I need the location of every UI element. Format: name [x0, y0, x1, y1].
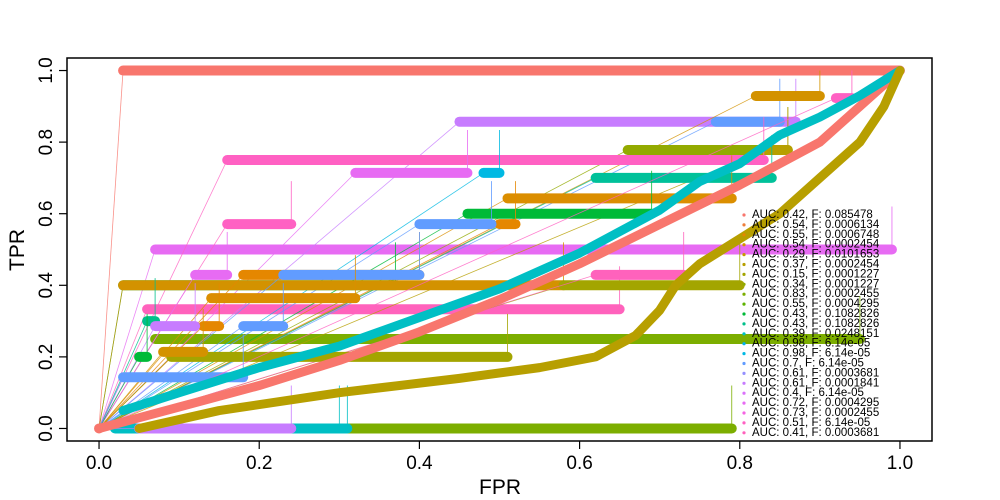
legend-label-14: AUC: 0.98, F: 6.14e-05	[752, 348, 870, 360]
legend-marker-13	[742, 342, 746, 346]
legend-marker-20	[742, 411, 746, 415]
legend-label-11: AUC: 0.43, F: 0.1082826	[752, 318, 879, 330]
legend-label-7: AUC: 0.34, F: 0.0001227	[752, 278, 879, 290]
legend-label-17: AUC: 0.61, F: 0.0001841	[752, 377, 879, 389]
roc-connector-1-0	[98, 249, 156, 429]
legend-marker-7	[742, 282, 746, 286]
x-tick-label-2: 0.4	[406, 453, 433, 474]
plot-area	[94, 65, 905, 434]
legend-label-4: AUC: 0.29, F: 0.0101653	[752, 249, 879, 261]
roc-connector-26-0	[98, 297, 212, 429]
legend-label-12: AUC: 0.39, F: 0.0248151	[752, 328, 879, 340]
y-axis-title: TPR	[6, 229, 29, 271]
x-tick-label-0: 0.0	[86, 453, 112, 474]
y-tick-label-3: 0.6	[36, 200, 57, 226]
legend-marker-1	[742, 223, 746, 227]
roc-connector-32-0	[98, 351, 164, 429]
legend-label-10: AUC: 0.43, F: 0.1082826	[752, 308, 879, 320]
roc-connector-31-0	[98, 356, 172, 429]
legend-marker-17	[742, 381, 746, 385]
legend-label-1: AUC: 0.54, F: 0.0006134	[752, 219, 880, 231]
legend-marker-11	[742, 322, 746, 326]
roc-connector-0-0	[98, 70, 124, 429]
legend-label-9: AUC: 0.55, F: 0.0004295	[752, 298, 879, 310]
legend-marker-8	[742, 292, 746, 296]
x-tick-label-3: 0.6	[566, 453, 592, 474]
legend-label-22: AUC: 0.41, F: 0.0003681	[752, 427, 879, 439]
x-tick-label-5: 1.0	[887, 453, 913, 474]
legend-marker-0	[742, 213, 746, 217]
legend-label-15: AUC: 0.7, F: 6.14e-05	[752, 358, 864, 370]
legend-marker-16	[742, 371, 746, 375]
legend-marker-22	[742, 431, 746, 435]
y-tick-label-5: 1.0	[36, 57, 57, 83]
legend-marker-14	[742, 352, 746, 356]
legend-label-20: AUC: 0.73, F: 0.0002455	[752, 407, 879, 419]
legend-label-13: AUC: 0.98, F: 6.14e-05	[752, 338, 870, 350]
y-tick-label-2: 0.4	[36, 272, 57, 299]
roc-connector-34-0	[98, 377, 124, 429]
x-axis-title: FPR	[479, 476, 521, 499]
roc-curve-37	[118, 66, 905, 416]
x-tick-label-1: 0.2	[246, 453, 272, 474]
x-tick-label-4: 0.8	[727, 453, 753, 474]
y-tick-label-0: 0.0	[36, 415, 57, 441]
legend-marker-18	[742, 391, 746, 395]
roc-connector-14-0	[98, 197, 508, 429]
legend-label-8: AUC: 0.83, F: 0.0002455	[752, 288, 879, 300]
legend-marker-5	[742, 262, 746, 267]
legend-label-3: AUC: 0.54, F: 0.0002454	[752, 239, 880, 251]
legend-marker-19	[742, 401, 746, 405]
axes: 0.0 0.2 0.4 0.6 0.8 1.0 0.0 0.2 0.4 0.6 0.8 1.0	[36, 57, 913, 474]
legend-label-5: AUC: 0.37, F: 0.0002454	[752, 259, 880, 271]
y-tick-label-4: 0.8	[36, 129, 57, 155]
roc-connector-33-0	[98, 356, 140, 429]
legend-marker-15	[742, 361, 746, 366]
legend-marker-3	[742, 243, 746, 247]
legend-marker-4	[742, 253, 746, 257]
legend-marker-9	[742, 302, 746, 306]
roc-connector-35-0	[98, 97, 837, 429]
y-tick-label-1: 0.2	[36, 344, 57, 370]
legend-label-16: AUC: 0.61, F: 0.0003681	[752, 367, 879, 379]
legend-marker-6	[742, 272, 746, 276]
roc-curve-38	[134, 66, 905, 433]
roc-connector-20-0	[98, 285, 124, 429]
legend-marker-10	[742, 312, 746, 316]
legend-label-18: AUC: 0.4, F: 6.14e-05	[752, 387, 864, 399]
plot-frame	[66, 57, 933, 442]
legend-label-6: AUC: 0.15, F: 0.0001227	[752, 268, 879, 280]
roc-connector-2-0	[98, 309, 148, 429]
roc-curve-36	[94, 66, 905, 433]
legend-label-2: AUC: 0.55, F: 0.0006748	[752, 229, 879, 241]
legend-marker-12	[742, 332, 746, 336]
legend-label-0: AUC: 0.42, F: 0.085478	[752, 209, 873, 221]
legend-label-21: AUC: 0.51, F: 6.14e-05	[752, 417, 870, 429]
legend-marker-21	[742, 421, 746, 425]
legend-marker-2	[742, 233, 746, 237]
legend-label-19: AUC: 0.72, F: 0.0004295	[752, 397, 879, 409]
